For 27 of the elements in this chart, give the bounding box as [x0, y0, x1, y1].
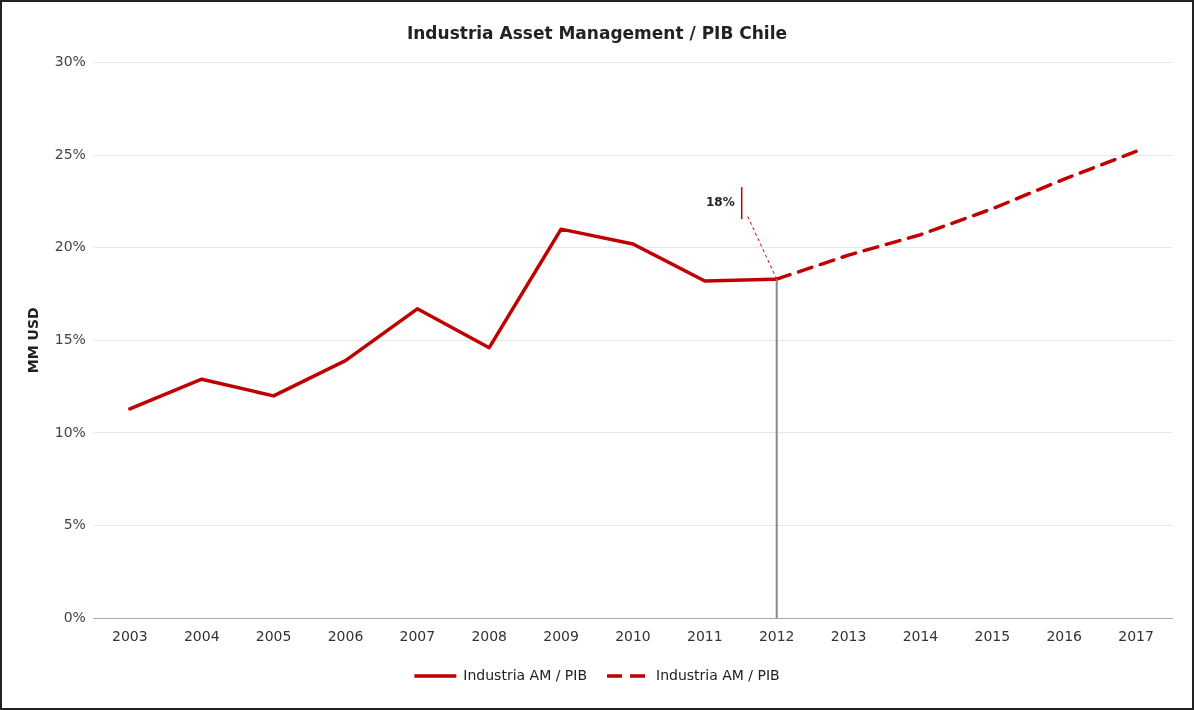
x-tick-label: 2009: [543, 628, 579, 645]
annotation: 18%: [705, 195, 735, 210]
x-tick-label: 2012: [758, 628, 795, 645]
x-tick-label: 2010: [615, 628, 651, 645]
y-tick-label: 5%: [63, 516, 86, 533]
y-tick-label: 10%: [54, 423, 86, 440]
x-tick-label: 2011: [687, 628, 723, 645]
x-tick-label: 2008: [471, 628, 508, 645]
y-tick-label: 15%: [54, 330, 86, 347]
x-tick-label: 2013: [830, 628, 867, 645]
y-tick-label: 20%: [54, 238, 86, 255]
x-tick-label: 2007: [399, 628, 436, 645]
legend-label: Industria AM / PIB: [656, 666, 780, 683]
x-tick-label: 2003: [112, 628, 148, 645]
x-tick-label: 2016: [1046, 628, 1083, 645]
x-tick-label: 2005: [255, 628, 292, 645]
y-tick-label: 25%: [54, 145, 86, 162]
x-tick-label: 2017: [1118, 628, 1154, 645]
x-tick-label: 2006: [327, 628, 364, 645]
legend-label: Industria AM / PIB: [463, 666, 587, 683]
x-tick-label: 2004: [183, 628, 220, 645]
x-tick-label: 2015: [974, 628, 1011, 645]
chart-title: Industria Asset Management / PIB Chile: [406, 22, 788, 43]
x-tick-label: 2014: [902, 628, 939, 645]
y-axis-title: MM USD: [25, 307, 42, 374]
y-tick-label: 0%: [63, 608, 86, 625]
y-tick-label: 30%: [54, 53, 86, 70]
